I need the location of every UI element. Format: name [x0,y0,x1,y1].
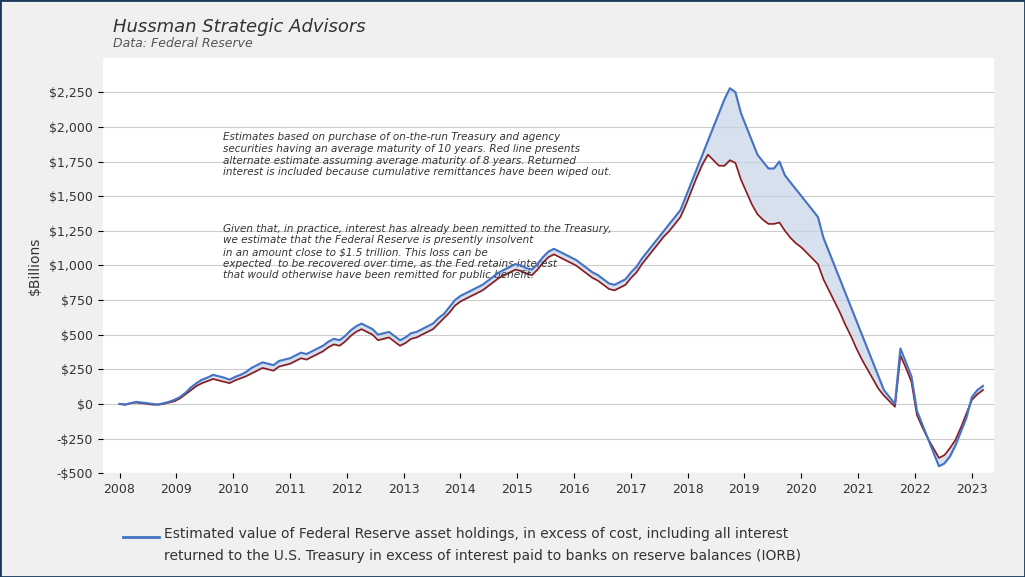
Text: Given that, in practice, interest has already been remitted to the Treasury,
we : Given that, in practice, interest has al… [222,224,612,280]
Text: Hussman Strategic Advisors: Hussman Strategic Advisors [113,18,365,36]
Text: Data: Federal Reserve: Data: Federal Reserve [113,38,252,50]
Text: Estimates based on purchase of on-the-run Treasury and agency
securities having : Estimates based on purchase of on-the-ru… [222,133,612,177]
Text: returned to the U.S. Treasury in excess of interest paid to banks on reserve bal: returned to the U.S. Treasury in excess … [164,549,801,563]
Text: Estimated value of Federal Reserve asset holdings, in excess of cost, including : Estimated value of Federal Reserve asset… [164,527,788,541]
Y-axis label: $Billions: $Billions [28,236,42,295]
